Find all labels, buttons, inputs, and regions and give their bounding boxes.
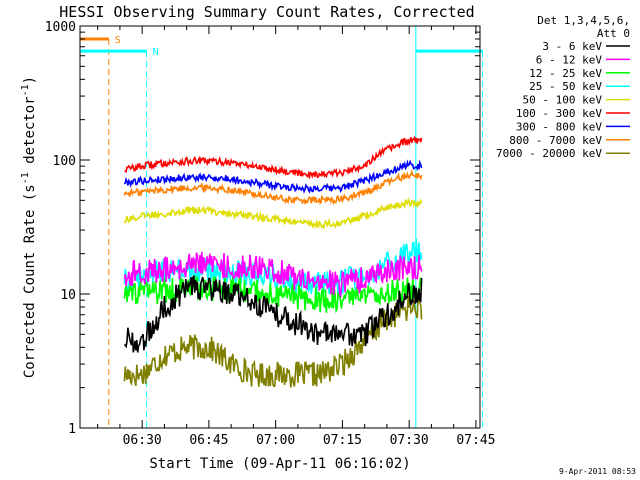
legend-label: 6 - 12 keV <box>536 53 603 66</box>
legend-label: 25 - 50 keV <box>529 80 602 93</box>
series-12-25-kev <box>123 275 423 314</box>
y-axis-label-exp1: -1 <box>20 172 31 184</box>
x-tick-label: 07:30 <box>390 433 429 448</box>
legend-label: 800 - 7000 keV <box>509 134 602 147</box>
series-3-6-kev <box>123 275 423 353</box>
plot-area: SN <box>80 26 484 428</box>
legend-label: 7000 - 20000 keV <box>496 147 602 160</box>
x-tick-label: 07:45 <box>456 433 495 448</box>
series-800-7000-kev <box>123 169 423 206</box>
y-axis-label-exp2: -1 <box>20 84 31 96</box>
series-6-12-kev <box>123 251 423 299</box>
axes: 06:30 06:45 07:00 07:15 07:30 07:45 1 10 100 1000 <box>45 20 496 448</box>
y-tick-label: 1 <box>68 422 76 437</box>
legend-label: 3 - 6 keV <box>542 40 602 53</box>
y-tick-label: 10 <box>60 288 76 303</box>
chart-title: HESSI Observing Summary Count Rates, Cor… <box>59 3 474 21</box>
y-axis-label: Corrected Count Rate (s-1 detector-1) <box>20 76 38 378</box>
legend-label: 100 - 300 keV <box>516 107 602 120</box>
x-tick-label: 07:15 <box>323 433 362 448</box>
legend-label: 50 - 100 keV <box>523 94 603 107</box>
legend-header-line: Att 0 <box>597 27 630 40</box>
series-300-800-kev <box>123 159 423 194</box>
y-axis-label-end: ) <box>22 76 38 84</box>
y-tick-label: 100 <box>53 154 76 169</box>
flag-label-n: N <box>153 47 159 58</box>
legend-label: 12 - 25 keV <box>529 67 602 80</box>
series-100-300-kev <box>124 135 423 180</box>
x-tick-label: 06:45 <box>189 433 228 448</box>
flag-label-s: S <box>115 35 121 46</box>
y-axis-label-main: Corrected Count Rate (s <box>22 184 38 378</box>
legend-header-line: Det 1,3,4,5,6, <box>537 14 630 27</box>
plot-frame <box>79 25 481 429</box>
date-stamp: 9-Apr-2011 08:53 <box>559 467 636 476</box>
series-50-100-kev <box>123 197 423 230</box>
x-axis-label: Start Time (09-Apr-11 06:16:02) <box>149 456 410 472</box>
y-axis-label-mid: detector <box>22 96 38 172</box>
x-tick-label: 07:00 <box>256 433 295 448</box>
x-tick-label: 06:30 <box>123 433 162 448</box>
legend-label: 300 - 800 keV <box>516 120 602 133</box>
y-tick-label: 1000 <box>45 20 76 35</box>
